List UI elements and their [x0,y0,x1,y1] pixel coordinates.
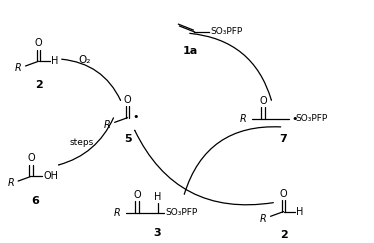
FancyArrowPatch shape [59,118,113,165]
Text: O₂: O₂ [79,55,91,65]
FancyArrowPatch shape [135,130,273,205]
Text: 5: 5 [124,134,131,144]
Text: O: O [27,154,35,164]
Text: steps: steps [69,138,94,147]
FancyArrowPatch shape [184,127,281,194]
Text: O: O [259,96,267,106]
Text: O: O [133,190,141,200]
Text: H: H [154,192,162,202]
Text: SO₃PFP: SO₃PFP [210,27,242,36]
Text: SO₃PFP: SO₃PFP [166,208,198,217]
Text: OH: OH [43,171,58,181]
Text: O: O [124,95,131,105]
Text: 2: 2 [280,230,287,240]
Text: R: R [260,214,267,224]
Text: 6: 6 [31,196,39,206]
Text: R: R [104,120,111,130]
Text: H: H [296,207,303,217]
Text: O: O [280,189,287,199]
FancyArrowPatch shape [62,59,120,100]
Text: O: O [35,38,42,48]
Text: SO₃PFP: SO₃PFP [296,114,328,123]
FancyArrowPatch shape [190,33,272,100]
Text: R: R [7,178,14,188]
Text: R: R [113,208,120,218]
Text: •: • [132,112,138,122]
Text: R: R [240,114,246,124]
Text: R: R [15,63,22,73]
Text: 7: 7 [280,134,287,144]
Text: 3: 3 [153,228,161,238]
Text: 2: 2 [35,80,42,90]
Text: 1a: 1a [183,46,198,56]
Text: •: • [291,114,297,124]
Text: H: H [51,56,58,66]
